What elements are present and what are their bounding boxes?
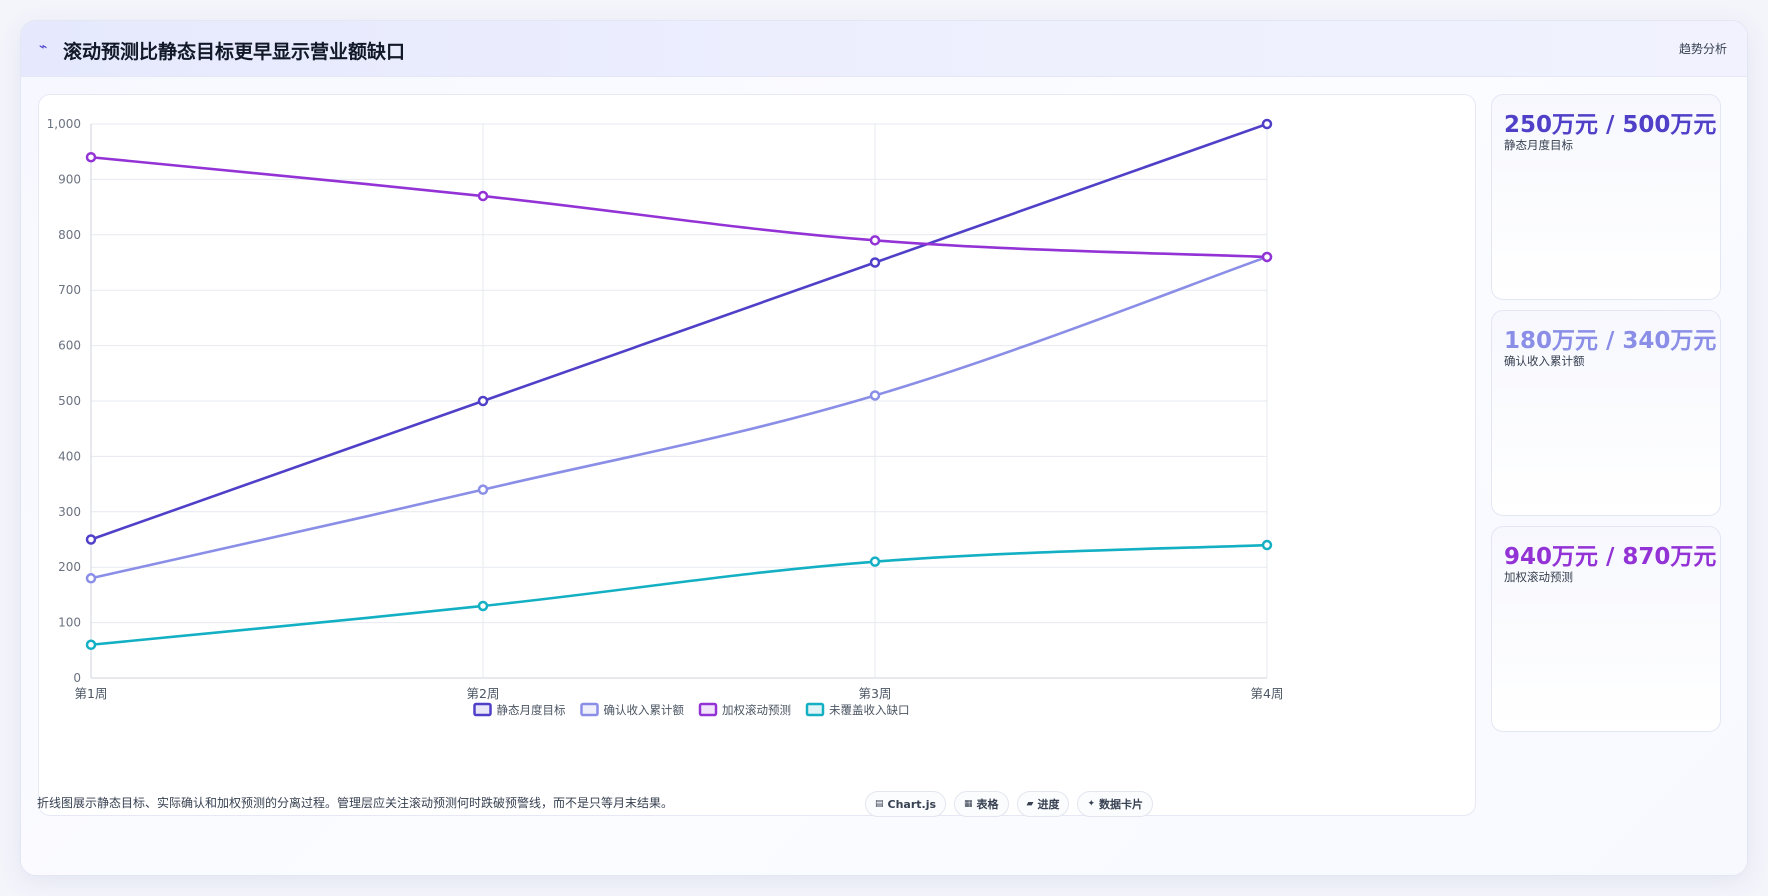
data-point [869,257,881,268]
x-tick-label: 第1周 [75,686,108,701]
lightning-icon: ⌁ [39,39,48,55]
legend-label: 确认收入累计额 [604,703,685,717]
y-tick-label: 100 [58,616,81,630]
data-point [869,390,881,401]
data-point [1261,539,1273,551]
chart-icon: ▤ [875,799,884,809]
card-header: ⌁ 滚动预测比静态目标更早显示营业额缺口 趋势分析 [21,21,1747,77]
series-line [90,543,1268,647]
footer-note: 折线图展示静态目标、实际确认和加权预测的分离过程。管理层应关注滚动预测何时跌破预… [37,796,674,810]
legend-label: 未覆盖收入缺口 [829,703,910,717]
chip-label: 进度 [1037,798,1060,811]
y-tick-label: 600 [58,339,81,353]
chart-panel: 0 100 200 300 400 500 600 700 800 900 1,000 第1周 第2周 第… [38,94,1476,816]
sparkle-icon: ✦ [1087,799,1096,809]
series-line [90,122,1268,541]
chip-progress[interactable]: ▰ 进度 [1016,791,1070,817]
x-tick-label: 第3周 [859,686,892,701]
legend-swatch [473,702,492,717]
legend-label: 静态月度目标 [497,703,566,717]
data-point [477,395,489,407]
y-tick-label: 900 [58,172,81,186]
stat-card-static-target: 250万元 / 500万元 静态月度目标 [1491,94,1721,300]
data-point [477,600,489,612]
data-point [477,190,489,202]
series-line [90,155,1268,259]
table-icon: ▦ [964,799,973,809]
stat-label: 静态月度目标 [1504,138,1573,152]
y-tick-label: 700 [58,283,81,297]
legend-swatch [805,702,825,717]
data-point [869,556,881,567]
y-tick-label: 1,000 [47,117,81,131]
legend-swatch [580,702,599,717]
data-point [477,484,489,495]
card-body: 0 100 200 300 400 500 600 700 800 900 1,000 第1周 第2周 第… [21,77,1747,875]
x-tick-label: 第2周 [467,686,500,701]
legend-label: 加权滚动预测 [722,703,791,717]
data-point [869,235,881,246]
y-tick-label: 400 [58,449,81,463]
x-tick-label: 第4周 [1251,686,1284,701]
data-point [85,534,97,545]
chip-chartjs[interactable]: ▤ Chart.js [865,791,947,817]
y-tick-label: 200 [58,560,81,574]
stat-value: 180万元 / 340万元 [1504,328,1717,354]
stat-label: 确认收入累计额 [1504,354,1585,368]
y-tick-label: 0 [73,671,81,685]
stat-value: 940万元 / 870万元 [1504,544,1717,570]
chip-label: 数据卡片 [1099,798,1144,811]
chip-label: 表格 [976,798,999,811]
stat-card-confirmed-revenue: 180万元 / 340万元 确认收入累计额 [1491,310,1721,516]
chip-label: Chart.js [887,797,937,811]
y-tick-label: 300 [58,505,81,519]
data-point [85,639,97,651]
y-tick-label: 800 [58,228,81,242]
data-point [85,151,97,163]
data-point [85,573,97,584]
y-tick-label: 500 [58,394,81,408]
trend-analysis-label: 趋势分析 [1678,42,1727,56]
chip-table[interactable]: ▦ 表格 [954,791,1009,817]
page-title: 滚动预测比静态目标更早显示营业额缺口 [63,41,406,63]
line-chart: 0 100 200 300 400 500 600 700 800 900 1,000 第1周 第2周 第… [47,117,1284,717]
series-line [90,255,1268,580]
dashboard-card: ⌁ 滚动预测比静态目标更早显示营业额缺口 趋势分析 0 100 200 300 400 5… [20,20,1748,876]
data-point [1261,118,1273,130]
tech-chips: ▤ Chart.js ▦ 表格 ▰ 进度 ✦ 数据卡片 [865,791,1154,817]
stat-label: 加权滚动预测 [1504,570,1573,584]
data-point [1261,251,1273,263]
chip-data-card[interactable]: ✦ 数据卡片 [1077,791,1154,817]
stat-card-weighted-forecast: 940万元 / 870万元 加权滚动预测 [1491,526,1721,732]
stat-value: 250万元 / 500万元 [1504,112,1717,138]
legend-swatch [698,702,718,717]
progress-icon: ▰ [1026,799,1034,809]
